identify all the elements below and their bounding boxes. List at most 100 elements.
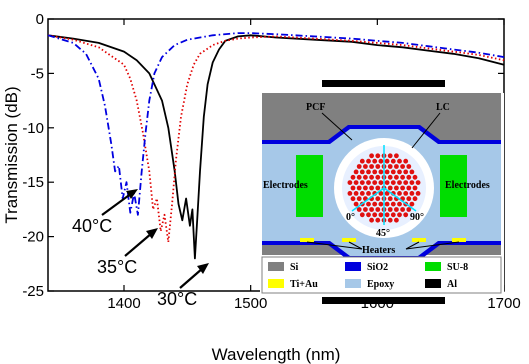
air-hole bbox=[363, 185, 368, 191]
air-hole bbox=[363, 164, 368, 169]
air-hole bbox=[384, 169, 390, 175]
air-hole bbox=[350, 196, 356, 202]
legend-swatch bbox=[268, 262, 284, 271]
su8-left bbox=[296, 155, 323, 217]
y-tick-label: -15 bbox=[22, 174, 44, 191]
arrow-35c bbox=[124, 232, 153, 257]
air-hole bbox=[378, 212, 384, 218]
air-hole bbox=[356, 207, 362, 212]
air-hole bbox=[359, 212, 365, 218]
air-hole bbox=[359, 180, 365, 186]
air-hole bbox=[397, 201, 402, 207]
y-tick-label: -20 bbox=[22, 229, 44, 246]
heater-right-1 bbox=[412, 238, 426, 242]
label-angle-45: 45° bbox=[376, 228, 390, 239]
pointer-heaters-a bbox=[306, 241, 363, 250]
air-hole bbox=[409, 191, 415, 196]
material-legend: Si SiO2 SU-8 Ti+Au Epoxy Al bbox=[261, 256, 502, 294]
y-axis-label: Transmission (dB) bbox=[2, 86, 21, 223]
air-hole bbox=[390, 201, 396, 207]
label-lc: LC bbox=[436, 102, 450, 113]
air-hole bbox=[353, 169, 359, 175]
air-hole bbox=[378, 169, 384, 175]
label-electrodes-left: Electrodes bbox=[263, 180, 308, 191]
y-tick-label: -10 bbox=[22, 120, 44, 137]
air-hole bbox=[375, 164, 381, 169]
lc-dir-0 bbox=[351, 187, 385, 212]
legend-label: Al bbox=[447, 279, 457, 290]
air-hole bbox=[403, 169, 409, 175]
al-bar-bottom bbox=[322, 297, 445, 304]
air-hole bbox=[363, 207, 368, 212]
air-hole bbox=[400, 174, 405, 180]
air-hole bbox=[375, 196, 381, 202]
al-bar-top bbox=[322, 80, 445, 87]
air-hole bbox=[369, 217, 374, 223]
air-hole bbox=[415, 180, 421, 186]
heater-right-2 bbox=[452, 238, 466, 242]
air-hole bbox=[387, 174, 393, 180]
pointer-heaters-d bbox=[405, 241, 460, 250]
y-tick-label: -25 bbox=[22, 283, 44, 300]
arrowhead-35c bbox=[146, 228, 158, 239]
air-hole bbox=[412, 196, 418, 202]
su8-right bbox=[440, 155, 467, 217]
air-hole bbox=[387, 207, 393, 212]
air-hole bbox=[353, 191, 359, 196]
air-hole bbox=[412, 174, 418, 180]
air-hole bbox=[394, 174, 399, 180]
annotation-35c: 35°C bbox=[97, 257, 137, 277]
air-hole bbox=[387, 185, 393, 191]
arrow-40c bbox=[101, 192, 133, 216]
air-hole bbox=[397, 212, 402, 218]
air-hole bbox=[366, 191, 371, 196]
legend-swatch bbox=[345, 279, 361, 288]
air-hole bbox=[397, 169, 402, 175]
air-hole bbox=[412, 185, 418, 191]
air-hole bbox=[359, 169, 365, 175]
air-hole bbox=[394, 164, 399, 169]
legend-box bbox=[261, 256, 502, 294]
air-hole bbox=[366, 158, 371, 164]
air-hole bbox=[387, 196, 393, 202]
air-hole bbox=[372, 158, 378, 164]
air-hole bbox=[406, 207, 412, 212]
air-hole bbox=[397, 191, 402, 196]
air-hole bbox=[359, 191, 365, 196]
air-hole bbox=[372, 212, 378, 218]
air-hole bbox=[347, 180, 353, 186]
air-hole bbox=[409, 201, 415, 207]
air-hole bbox=[350, 185, 356, 191]
air-hole bbox=[378, 191, 384, 196]
air-hole bbox=[390, 180, 396, 186]
air-hole bbox=[394, 217, 399, 223]
pointer-heaters-b bbox=[348, 241, 363, 250]
air-hole bbox=[384, 212, 390, 218]
air-hole bbox=[375, 185, 381, 191]
heater-left-2 bbox=[342, 238, 356, 242]
x-axis-label: Wavelength (nm) bbox=[212, 345, 341, 364]
x-tick-label: 1500 bbox=[234, 295, 267, 312]
air-hole bbox=[406, 174, 412, 180]
annotation-30c: 30°C bbox=[157, 289, 197, 309]
pointer-pcf bbox=[321, 112, 353, 141]
pointer-heaters-c bbox=[405, 241, 420, 250]
air-hole bbox=[366, 169, 371, 175]
air-hole bbox=[406, 185, 412, 191]
air-hole bbox=[375, 217, 381, 223]
air-hole bbox=[390, 169, 396, 175]
air-hole bbox=[403, 191, 409, 196]
air-hole bbox=[378, 158, 384, 164]
air-hole bbox=[356, 185, 362, 191]
series-line-35c bbox=[47, 34, 505, 243]
inset-cross-section: PCF LC Electrodes Electrodes 0° 90° 45° … bbox=[260, 80, 504, 304]
air-hole bbox=[378, 201, 384, 207]
air-hole bbox=[363, 174, 368, 180]
air-hole bbox=[372, 201, 378, 207]
air-hole bbox=[390, 212, 396, 218]
air-hole bbox=[369, 153, 374, 159]
air-hole bbox=[369, 207, 374, 212]
legend-label: Epoxy bbox=[367, 279, 394, 290]
air-hole bbox=[409, 180, 415, 186]
